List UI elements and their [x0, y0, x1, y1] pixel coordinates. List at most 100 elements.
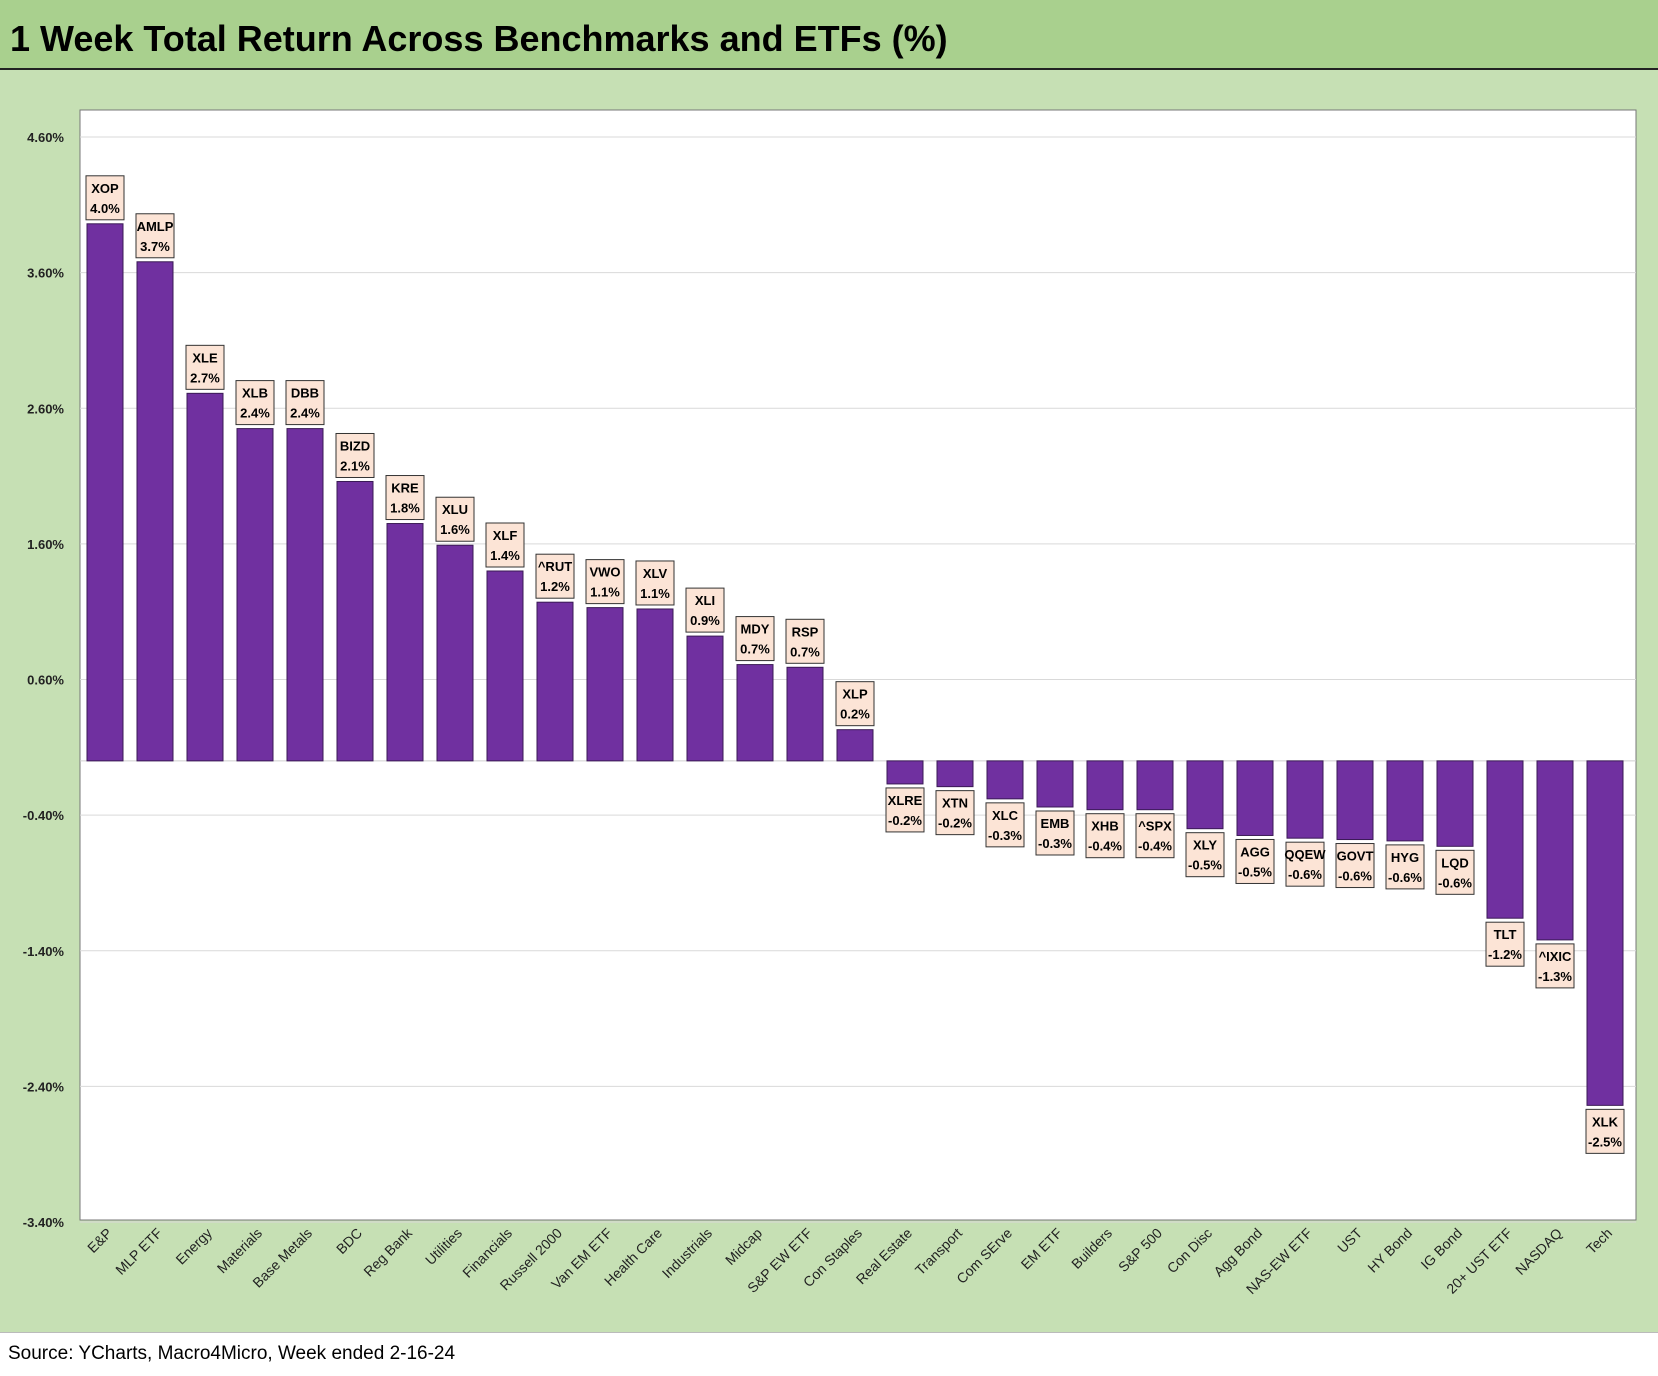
y-tick-label: -1.40%: [23, 944, 65, 959]
data-label: VWO 1.1%: [585, 559, 625, 605]
data-label-ticker: RSP: [792, 624, 819, 639]
data-label-value: 0.7%: [790, 644, 820, 659]
data-label: XLV 1.1%: [635, 560, 675, 606]
data-label: RSP 0.7%: [785, 618, 825, 664]
data-label-value: 0.9%: [690, 613, 720, 628]
data-label: XLU 1.6%: [435, 496, 475, 542]
data-label-ticker: DBB: [291, 386, 319, 401]
data-label-value: 0.7%: [740, 642, 770, 657]
data-label-box: [835, 681, 875, 727]
data-label-box: [785, 618, 825, 664]
y-tick-label: -3.40%: [23, 1215, 65, 1230]
data-label-box: [185, 344, 225, 390]
data-label-value: -2.5%: [1588, 1134, 1622, 1149]
data-label: LQD -0.6%: [1435, 849, 1475, 895]
data-label-box: [1335, 843, 1375, 889]
footer: Source: YCharts, Macro4Micro, Week ended…: [0, 1332, 1658, 1376]
data-label-value: 3.7%: [140, 239, 170, 254]
data-label-ticker: XLC: [992, 808, 1019, 823]
data-label-ticker: TLT: [1494, 927, 1517, 942]
data-label-box: [1085, 813, 1125, 859]
data-label-value: 2.4%: [240, 406, 270, 421]
data-label-ticker: GOVT: [1337, 849, 1374, 864]
data-label: TLT -1.2%: [1485, 921, 1525, 967]
data-label-box: [1535, 943, 1575, 989]
data-label: XLRE -0.2%: [885, 787, 925, 833]
x-tick-label: Reg Bank: [360, 1224, 415, 1279]
bar: [1536, 760, 1574, 941]
data-label-value: -0.2%: [888, 813, 922, 828]
data-label-box: [635, 560, 675, 606]
bar: [686, 635, 724, 762]
data-label-ticker: KRE: [391, 481, 419, 496]
bar: [736, 664, 774, 762]
data-label-ticker: XLU: [442, 502, 468, 517]
data-label-value: 1.1%: [590, 585, 620, 600]
bar: [1236, 760, 1274, 836]
data-label: ^SPX -0.4%: [1135, 813, 1175, 859]
data-label-value: -0.6%: [1438, 875, 1472, 890]
data-label-box: [285, 380, 325, 426]
bar: [486, 570, 524, 762]
data-label-box: [435, 496, 475, 542]
data-label-box: [85, 175, 125, 221]
bar: [836, 729, 874, 762]
data-label: GOVT -0.6%: [1335, 843, 1375, 889]
data-label-ticker: XLRE: [888, 793, 923, 808]
data-label-ticker: XLY: [1193, 838, 1217, 853]
x-tick-label: E&P: [84, 1225, 115, 1256]
bar: [786, 666, 824, 762]
data-label-value: -0.6%: [1338, 869, 1372, 884]
data-label-value: 2.7%: [190, 370, 220, 385]
y-tick-label: 4.60%: [27, 130, 64, 145]
data-label-ticker: XLB: [242, 386, 268, 401]
y-tick-label: 1.60%: [27, 537, 64, 552]
data-label-value: -0.6%: [1288, 867, 1322, 882]
y-tick-label: 3.60%: [27, 266, 64, 281]
data-label-box: [135, 213, 175, 259]
data-label-ticker: XLK: [1592, 1114, 1619, 1129]
data-label-ticker: XOP: [91, 181, 119, 196]
data-label-ticker: BIZD: [340, 438, 370, 453]
data-labels: XOP 4.0% AMLP 3.7% XLE 2.7% XLB 2.4% DBB 2.4% BIZD…: [85, 175, 1625, 1154]
x-tick-label: Energy: [172, 1225, 215, 1268]
data-label-value: -0.4%: [1138, 839, 1172, 854]
x-tick-label: UST: [1334, 1224, 1365, 1255]
bar: [186, 392, 224, 762]
data-label-value: -0.5%: [1238, 864, 1272, 879]
x-tick-label: Utilities: [422, 1225, 465, 1268]
data-label-value: -0.3%: [988, 828, 1022, 843]
bar: [1136, 760, 1174, 811]
bar: [1436, 760, 1474, 847]
bar: [1486, 760, 1524, 919]
data-label-ticker: XHB: [1091, 819, 1118, 834]
bar: [886, 760, 924, 785]
data-label-box: [1185, 832, 1225, 878]
y-tick-label: -0.40%: [23, 808, 65, 823]
data-label-ticker: EMB: [1041, 816, 1070, 831]
x-tick-label: HY Bond: [1364, 1225, 1415, 1276]
data-label: XLF 1.4%: [485, 522, 525, 568]
y-tick-label: 0.60%: [27, 673, 64, 688]
data-label-ticker: XTN: [942, 796, 968, 811]
y-tick-label: 2.60%: [27, 401, 64, 416]
x-tick-label: EM ETF: [1018, 1225, 1066, 1273]
bar: [1286, 760, 1324, 839]
data-label-box: [1235, 838, 1275, 884]
data-label-box: [335, 432, 375, 478]
x-tick-label: Builders: [1068, 1225, 1115, 1272]
x-tick-label: Midcap: [722, 1225, 765, 1268]
data-label-value: 0.2%: [840, 707, 870, 722]
data-label-value: -0.2%: [938, 816, 972, 831]
data-label-box: [1385, 844, 1425, 890]
bar: [386, 523, 424, 762]
page-title: 1 Week Total Return Across Benchmarks an…: [10, 18, 948, 59]
data-label: XOP 4.0%: [85, 175, 125, 221]
data-label-ticker: XLE: [192, 350, 218, 365]
x-tick-label: IG Bond: [1417, 1225, 1465, 1273]
data-label-box: [585, 559, 625, 605]
data-label-ticker: QQEW: [1284, 847, 1326, 862]
data-label-value: 2.1%: [340, 458, 370, 473]
data-label-value: -1.3%: [1538, 969, 1572, 984]
data-label-value: -0.4%: [1088, 839, 1122, 854]
